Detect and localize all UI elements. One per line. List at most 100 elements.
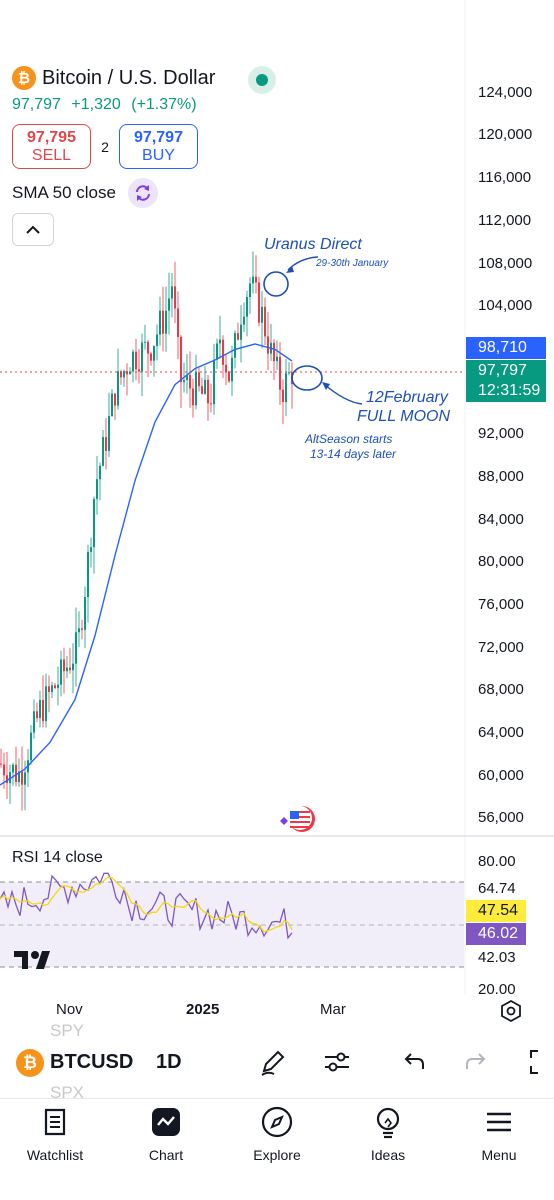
market-status-indicator[interactable] — [248, 66, 276, 94]
price-axis-label: 88,000 — [478, 468, 524, 485]
candle-body — [168, 298, 170, 311]
nav-label: Explore — [253, 1147, 301, 1163]
symbol-selector[interactable]: BTCUSD — [50, 1051, 134, 1073]
price-axis[interactable]: 124,000 120,000 116,000 112,000 108,000 … — [478, 84, 532, 826]
bar-countdown: 12:31:59 — [478, 382, 541, 399]
candle-body — [87, 551, 89, 598]
indicator-legend[interactable]: SMA 50 close — [12, 178, 158, 208]
buy-label: BUY — [142, 146, 175, 164]
price-axis-label: 104,000 — [478, 297, 532, 314]
sell-label: SELL — [31, 146, 72, 164]
candle-body — [123, 371, 125, 378]
nav-label: Menu — [481, 1147, 517, 1163]
symbol-title[interactable]: Bitcoin / U.S. Dollar — [42, 66, 216, 89]
tradingview-logo-icon — [14, 951, 50, 969]
price-row: 97,797 +1,320 (+1.37%) — [12, 96, 203, 114]
rsi-value-tag: 46.02 — [466, 923, 526, 945]
fullmoon-arrowhead — [322, 382, 330, 390]
candle-body — [45, 686, 47, 722]
candle-body — [99, 465, 101, 480]
nav-label: Watchlist — [26, 1147, 84, 1163]
candle-body — [156, 334, 158, 347]
candle-body — [126, 371, 128, 375]
buy-price: 97,797 — [134, 128, 183, 146]
price-axis-label: 80,000 — [478, 553, 524, 570]
time-axis-label: Mar — [320, 1001, 346, 1018]
candle-body — [147, 341, 149, 354]
candle-body — [15, 764, 17, 783]
drawing-pen-icon[interactable] — [258, 1047, 288, 1077]
fullmoon-line-2: FULL MOON — [357, 408, 451, 425]
price-change-pct: (+1.37%) — [131, 96, 197, 113]
candle-body — [138, 369, 140, 372]
full-moon-circle — [291, 365, 323, 391]
candle-body — [186, 374, 188, 381]
candle-body — [6, 775, 8, 784]
time-axis[interactable]: Nov 2025 Mar — [0, 993, 554, 1029]
symbol-scroll-ghost-bottom: SPX — [50, 1083, 85, 1102]
candle-body — [96, 479, 98, 499]
candle-body — [114, 393, 116, 406]
candle-body — [231, 357, 233, 382]
refresh-icon[interactable] — [127, 178, 158, 208]
title-row[interactable]: ₿ Bitcoin / U.S. Dollar — [12, 66, 215, 90]
rsi-ma-tag: 47.54 — [466, 900, 526, 922]
candle-body — [174, 286, 176, 309]
gear-icon[interactable] — [499, 999, 523, 1023]
candle-body — [51, 685, 53, 692]
tradingview-logo[interactable] — [14, 947, 58, 978]
candle-body — [255, 276, 257, 283]
last-price-tag: 97,797 12:31:59 — [466, 360, 546, 402]
candle-body — [153, 346, 155, 361]
candle-body — [261, 306, 263, 323]
fullscreen-icon[interactable] — [526, 1047, 554, 1077]
interval-selector[interactable]: 1D — [156, 1051, 182, 1073]
nav-chart[interactable]: Chart — [121, 1105, 211, 1163]
candle-body — [63, 659, 65, 672]
bottom-navigation: Watchlist Chart Explore Ideas Menu — [0, 1098, 554, 1200]
candle-body — [84, 597, 86, 630]
candle-body — [249, 283, 251, 297]
candle-body — [21, 771, 23, 785]
candle-body — [219, 339, 221, 344]
candle-body — [60, 659, 62, 685]
candle-body — [39, 700, 41, 719]
nav-label: Ideas — [370, 1147, 406, 1163]
candle-body — [12, 764, 14, 773]
time-axis-label: Nov — [56, 1001, 83, 1018]
candle-body — [54, 685, 56, 689]
undo-icon[interactable] — [398, 1047, 428, 1077]
candle-body — [81, 628, 83, 630]
candle-body — [120, 371, 122, 378]
price-axis-label: 72,000 — [478, 639, 524, 656]
chart-icon — [152, 1108, 180, 1136]
candle-body — [78, 628, 80, 633]
candle-body — [267, 336, 269, 354]
candle-body — [111, 393, 113, 416]
rsi-legend[interactable]: RSI 14 close — [12, 849, 103, 866]
candle-body — [105, 437, 107, 451]
price-axis-label: 64,000 — [478, 724, 524, 741]
compass-icon — [261, 1106, 293, 1138]
buy-button[interactable]: 97,797 BUY — [119, 124, 198, 169]
candle-body — [252, 276, 254, 284]
rsi-axis-label: 42.03 — [478, 949, 516, 966]
candle-body — [141, 342, 143, 372]
last-price: 97,797 — [12, 96, 61, 113]
nav-watchlist[interactable]: Watchlist — [10, 1105, 100, 1163]
redo-icon[interactable] — [462, 1047, 492, 1077]
collapse-legend-button[interactable] — [12, 213, 54, 246]
rsi-ma-line — [0, 876, 293, 933]
nav-explore[interactable]: Explore — [232, 1105, 322, 1163]
candle-body — [258, 282, 260, 323]
price-axis-label: 84,000 — [478, 511, 524, 528]
sell-button[interactable]: 97,795 SELL — [12, 124, 91, 169]
nav-menu[interactable]: Menu — [454, 1105, 544, 1163]
altseason-line-2: 13-14 days later — [310, 447, 397, 461]
nav-ideas[interactable]: Ideas — [343, 1105, 433, 1163]
economic-events-button[interactable] — [280, 803, 316, 833]
uranus-title: Uranus Direct — [264, 236, 362, 253]
price-chart[interactable]: Uranus Direct 29-30th January 12February… — [0, 0, 554, 1000]
bitcoin-icon[interactable]: ₿ — [16, 1049, 44, 1077]
indicators-sliders-icon[interactable] — [322, 1047, 352, 1077]
